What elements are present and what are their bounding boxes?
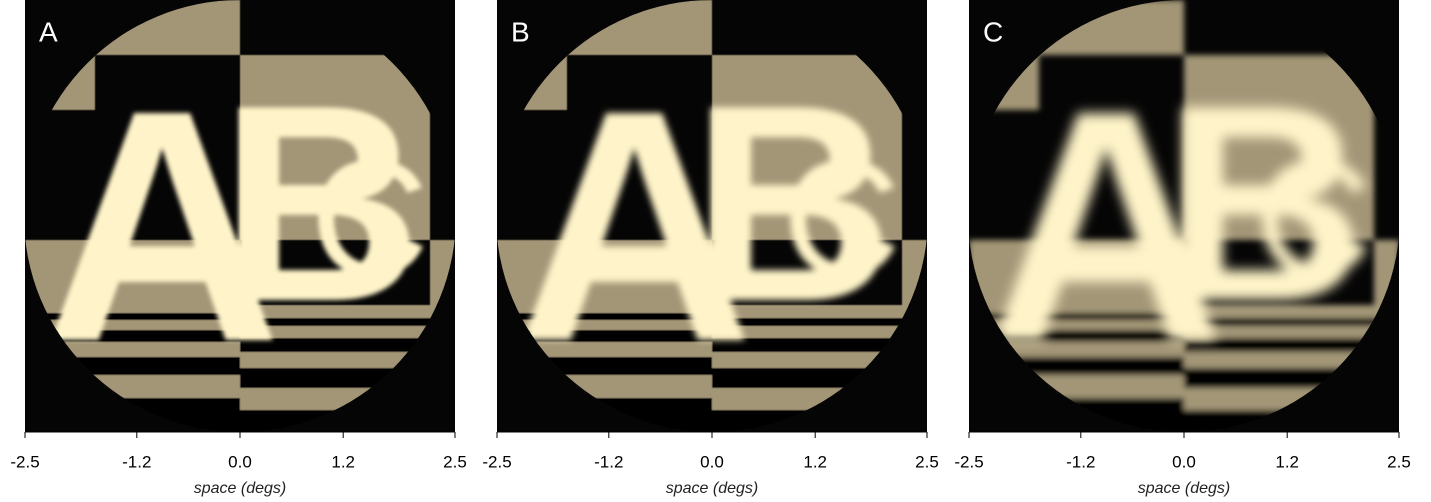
x-tick-label: 0.0: [1172, 452, 1196, 471]
x-tick-label: -2.5: [482, 452, 511, 471]
stimulus-letter: C: [1254, 126, 1373, 310]
figure: ABCA-2.5-1.20.01.22.5space (degs)ABCB-2.…: [0, 0, 1431, 502]
letters: ABC: [43, 41, 429, 410]
stimulus-image: ABC: [497, 0, 927, 432]
panel-label: B: [511, 16, 530, 47]
x-tick-label: 2.5: [915, 452, 939, 471]
x-tick-label: 2.5: [443, 452, 467, 471]
stimulus-letter: C: [782, 126, 901, 310]
x-tick-label: -1.2: [122, 452, 151, 471]
x-axis-label: space (degs): [194, 480, 287, 497]
panel-label: A: [39, 16, 58, 47]
stimulus-image: ABC: [25, 0, 455, 432]
x-tick-label: 0.0: [700, 452, 724, 471]
x-tick-label: -1.2: [1066, 452, 1095, 471]
letters: ABC: [987, 41, 1373, 410]
x-tick-label: 2.5: [1387, 452, 1411, 471]
x-axis-label: space (degs): [1138, 480, 1231, 497]
letters: ABC: [515, 41, 901, 410]
x-tick-label: 0.0: [228, 452, 252, 471]
x-tick-label: 1.2: [1275, 452, 1299, 471]
x-tick-label: -1.2: [594, 452, 623, 471]
x-tick-label: -2.5: [954, 452, 983, 471]
x-tick-label: -2.5: [10, 452, 39, 471]
stimulus-image: ABC: [969, 0, 1399, 432]
panel-label: C: [983, 16, 1003, 47]
x-axis-label: space (degs): [666, 480, 759, 497]
x-tick-label: 1.2: [331, 452, 355, 471]
stimulus-letter: C: [310, 126, 429, 310]
x-tick-label: 1.2: [803, 452, 827, 471]
